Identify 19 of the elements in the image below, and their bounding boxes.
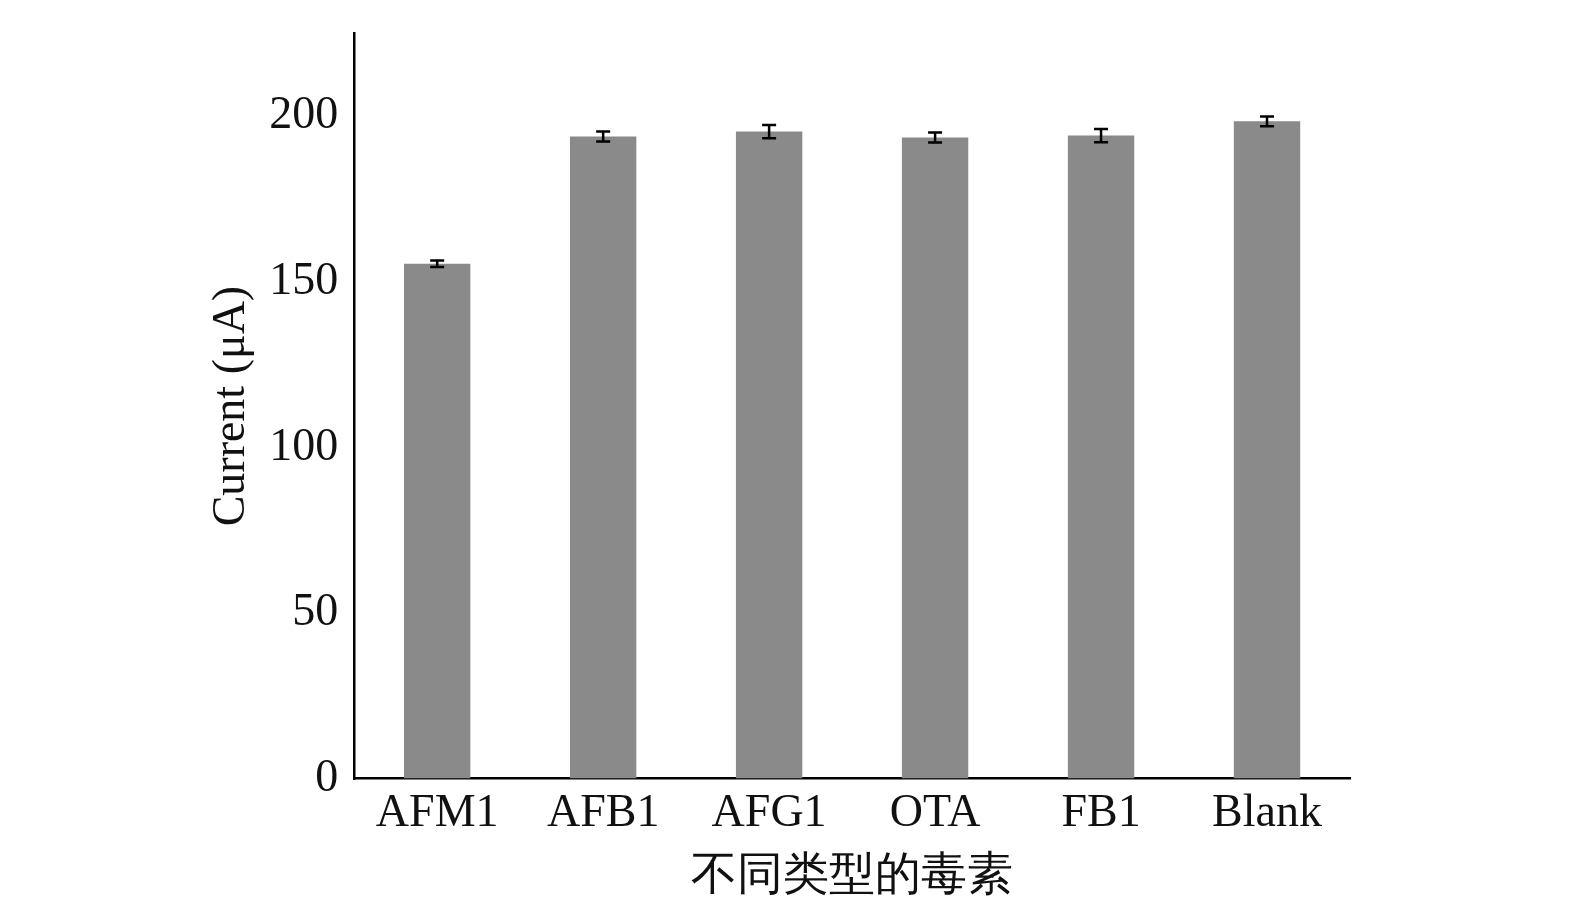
- bar: [901, 137, 969, 779]
- y-tick-label: 100: [269, 418, 339, 470]
- x-tick-label: AFM1: [375, 785, 499, 837]
- x-tick-label: Blank: [1212, 785, 1322, 837]
- x-tick-label: AFG1: [711, 785, 827, 837]
- bar: [1233, 121, 1301, 779]
- bar: [1067, 135, 1135, 779]
- bar: [569, 136, 637, 779]
- x-tick-label: FB1: [1061, 785, 1141, 837]
- y-tick-label: 200: [269, 87, 339, 139]
- bar: [735, 131, 803, 779]
- y-tick-label: 50: [292, 584, 339, 636]
- x-tick-label: AFB1: [546, 785, 660, 837]
- x-tick-label: OTA: [889, 785, 981, 837]
- bar: [403, 263, 471, 779]
- y-tick-label: 0: [315, 749, 339, 801]
- y-axis-title: Current (μA): [202, 285, 254, 527]
- y-tick-label: 150: [269, 253, 339, 305]
- x-axis-title: 不同类型的毒素: [691, 848, 1014, 900]
